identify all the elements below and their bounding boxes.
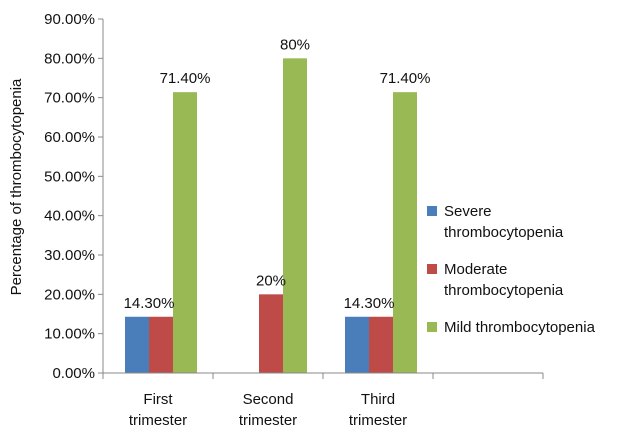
legend-label: thrombocytopenia [444, 224, 564, 241]
data-label: 71.40% [160, 70, 211, 87]
bar [149, 316, 173, 373]
y-tick-label: 10.00% [44, 326, 95, 343]
bar [283, 58, 307, 373]
y-tick-label: 0.00% [52, 365, 95, 382]
legend-label: thrombocytopenia [444, 282, 564, 299]
data-label: 14.30% [124, 295, 175, 312]
category-label: trimester [129, 412, 187, 429]
y-tick-label: 40.00% [44, 208, 95, 225]
category-label: trimester [239, 412, 297, 429]
y-tick-label: 60.00% [44, 129, 95, 146]
category-label: trimester [349, 412, 407, 429]
legend-swatch [427, 206, 437, 216]
y-tick-label: 90.00% [44, 11, 95, 28]
data-label: 14.30% [344, 295, 395, 312]
bar [369, 316, 393, 373]
bar [393, 92, 417, 373]
bar [259, 294, 283, 373]
y-tick-label: 50.00% [44, 168, 95, 185]
category-label: Second [243, 391, 294, 408]
y-axis-title: Percentage of thrombocytopenia [8, 78, 25, 295]
category-label: Third [361, 391, 395, 408]
data-label: 71.40% [380, 70, 431, 87]
legend-label: Mild thrombocytopenia [444, 319, 596, 336]
legend-label: Moderate [444, 261, 507, 278]
bar [345, 316, 369, 373]
y-tick-label: 30.00% [44, 247, 95, 264]
legend-swatch [427, 322, 437, 332]
y-tick-label: 80.00% [44, 50, 95, 67]
category-label: First [143, 391, 173, 408]
bar [125, 316, 149, 373]
bar [173, 92, 197, 373]
data-label: 20% [256, 272, 286, 289]
legend-label: Severe [444, 203, 492, 220]
legend-swatch [427, 264, 437, 274]
data-label: 80% [280, 36, 310, 53]
y-tick-label: 70.00% [44, 90, 95, 107]
y-tick-label: 20.00% [44, 286, 95, 303]
